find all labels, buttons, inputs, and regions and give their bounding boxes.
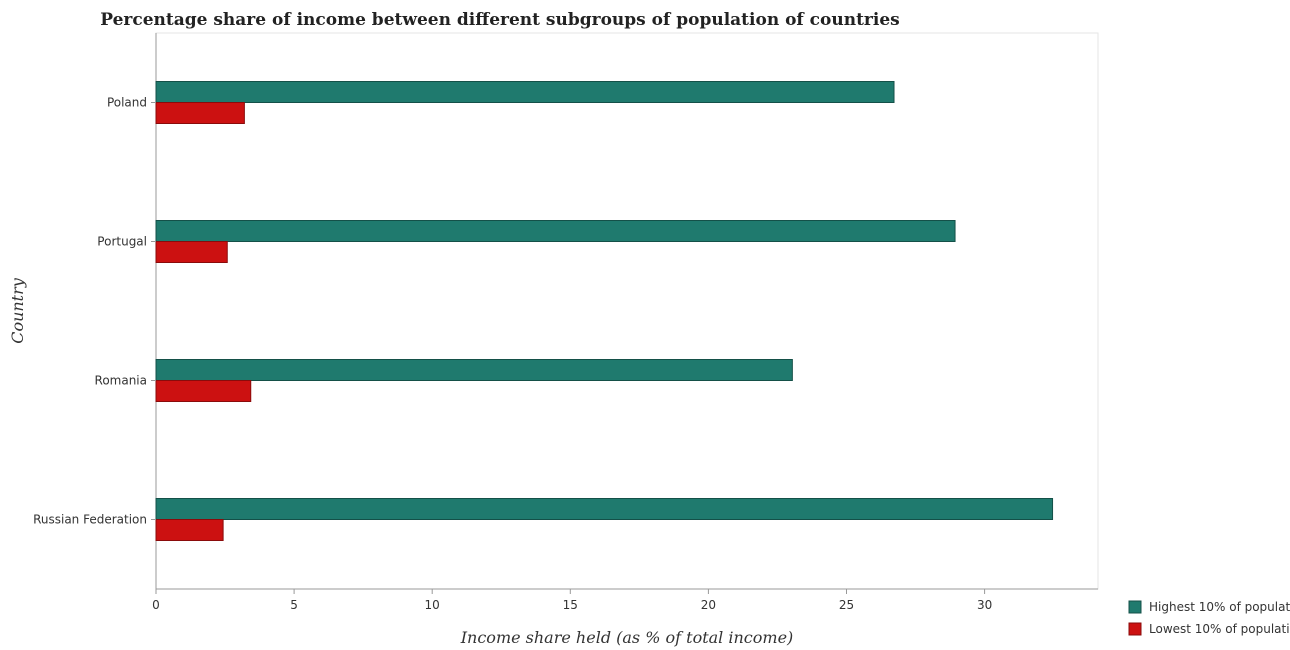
x-tick-label: 15 bbox=[563, 598, 578, 612]
y-tick-label: Poland bbox=[107, 96, 147, 110]
x-ticks-group: 0 5 10 15 20 25 30 bbox=[152, 589, 992, 612]
legend-swatch-highest bbox=[1128, 600, 1142, 614]
bar-highest-romania bbox=[155, 359, 793, 381]
x-tick-label: 0 bbox=[152, 598, 160, 612]
bar-lowest-portugal bbox=[155, 241, 228, 263]
bar-highest-portugal bbox=[155, 220, 956, 242]
bar-highest-russian-federation bbox=[155, 498, 1054, 520]
y-axis-label: Country bbox=[8, 277, 27, 344]
bar-lowest-romania bbox=[155, 380, 252, 402]
x-tick-label: 10 bbox=[425, 598, 440, 612]
x-tick-label: 30 bbox=[977, 598, 992, 612]
legend-label-lowest: Lowest 10% of population bbox=[1149, 622, 1290, 636]
plot-area bbox=[155, 32, 1099, 590]
x-axis-label: Income share held (as % of total income) bbox=[460, 628, 794, 647]
x-tick-label: 25 bbox=[839, 598, 854, 612]
chart-title: Percentage share of income between diffe… bbox=[100, 10, 899, 30]
bar-lowest-russian-federation bbox=[155, 519, 224, 541]
x-tick-label: 5 bbox=[290, 598, 298, 612]
legend: Highest 10% of population Lowest 10% of … bbox=[1128, 600, 1290, 636]
y-tick-label: Romania bbox=[95, 374, 147, 388]
legend-swatch-lowest bbox=[1128, 622, 1142, 636]
y-tick-label: Russian Federation bbox=[33, 513, 147, 527]
bar-lowest-poland bbox=[155, 102, 245, 124]
legend-label-highest: Highest 10% of population bbox=[1149, 600, 1290, 614]
y-tick-label: Portugal bbox=[97, 235, 147, 249]
bars-group bbox=[155, 81, 1054, 541]
x-tick-label: 20 bbox=[701, 598, 716, 612]
bar-highest-poland bbox=[155, 81, 895, 103]
y-ticks-group: Poland Portugal Romania Russian Federation bbox=[33, 96, 156, 527]
